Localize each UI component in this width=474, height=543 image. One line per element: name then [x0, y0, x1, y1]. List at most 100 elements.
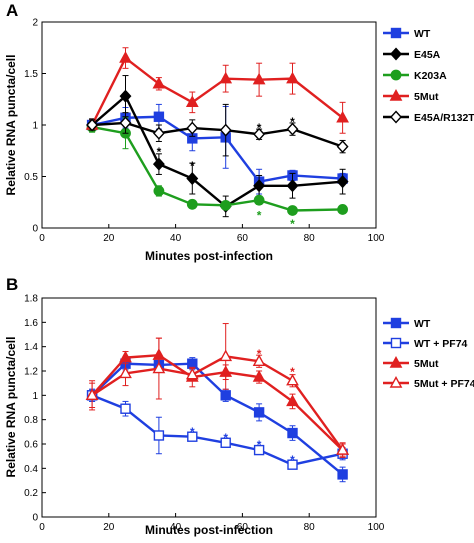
y-tick-label: 1.8 — [24, 294, 38, 305]
series-line — [91, 115, 343, 183]
legend-label: 5Mut + PF74 — [414, 378, 474, 390]
data-point — [287, 459, 298, 470]
x-axis-label: Minutes post-infection — [145, 249, 273, 263]
data-point — [253, 179, 266, 193]
data-point — [337, 469, 348, 480]
data-point — [187, 431, 198, 442]
data-point — [119, 366, 132, 379]
chart-panel-A: A 0 20 40 60 80 100 0 0.5 1 1.5 2 Minutes post-infec… — [4, 1, 474, 263]
data-point — [152, 126, 165, 140]
data-point — [286, 394, 299, 407]
data-point — [336, 175, 349, 189]
data-point — [185, 367, 199, 380]
data-point — [287, 427, 298, 439]
significance-star: * — [190, 425, 195, 439]
y-tick-label: 0 — [32, 513, 38, 524]
significance-star: * — [290, 217, 295, 231]
series-line — [92, 121, 343, 148]
data-point — [286, 122, 299, 136]
data-point — [152, 76, 166, 89]
x-tick-label: 60 — [237, 233, 249, 244]
legend-label: 5Mut — [414, 358, 439, 370]
series-5mut-pf74 — [85, 323, 349, 457]
y-tick-label: 1.4 — [24, 342, 38, 353]
significance-star: * — [290, 365, 295, 379]
plot-frame — [41, 297, 377, 518]
significance-star: * — [257, 121, 262, 135]
data-point — [286, 71, 299, 84]
data-point — [153, 185, 165, 197]
chart-panel-B: B 0 20 40 60 80 100 0 0.2 0.4 0.6 0.8 1 1.2 1.4 1.6 1.8 M… — [4, 275, 474, 537]
series-5mut — [85, 47, 349, 134]
data-point — [286, 179, 299, 193]
y-tick-label: 0.6 — [24, 440, 38, 451]
data-point — [153, 430, 165, 441]
y-tick-label: 0.2 — [24, 488, 38, 499]
series-line — [91, 355, 344, 451]
series-line — [91, 125, 343, 212]
legend-label: WT + PF74 — [414, 338, 468, 350]
data-point — [252, 72, 266, 85]
panel-label: B — [6, 275, 18, 294]
x-tick-label: 80 — [304, 522, 316, 533]
data-point — [219, 349, 233, 362]
data-point — [119, 89, 132, 103]
legend-marker — [390, 47, 402, 61]
data-point — [153, 111, 165, 122]
data-point — [220, 199, 232, 211]
x-tick-label: 20 — [103, 522, 115, 533]
data-point — [219, 123, 232, 137]
significance-star: * — [290, 115, 295, 129]
significance-star: * — [223, 431, 228, 445]
data-point — [286, 373, 299, 386]
y-tick-label: 0.8 — [24, 415, 38, 426]
legend: WT E45A K203A 5Mut E45A/R132T — [383, 27, 474, 124]
y-tick-label: 0.5 — [24, 172, 38, 183]
x-tick-label: 80 — [304, 233, 316, 244]
data-point — [119, 116, 132, 130]
data-point — [85, 388, 99, 401]
series-line — [91, 362, 344, 476]
significance-star: * — [157, 145, 162, 159]
data-point — [337, 204, 348, 215]
data-point — [152, 361, 166, 374]
data-point — [185, 95, 199, 108]
data-point — [186, 121, 199, 135]
legend-marker — [390, 27, 402, 39]
data-point — [336, 110, 349, 123]
data-point — [186, 198, 198, 210]
legend-label: WT — [414, 28, 431, 40]
significance-star: * — [290, 453, 295, 467]
panel-label: A — [6, 1, 18, 20]
significance-star: * — [190, 159, 195, 173]
data-point — [252, 354, 266, 366]
data-point — [252, 370, 266, 382]
legend-marker — [390, 317, 402, 329]
y-tick-label: 0.4 — [24, 464, 38, 475]
data-point — [220, 390, 231, 401]
data-point — [120, 403, 131, 414]
x-tick-label: 60 — [237, 522, 249, 533]
legend-marker — [389, 356, 403, 368]
y-tick-label: 1.6 — [24, 318, 38, 329]
data-point — [336, 140, 349, 154]
data-point — [219, 71, 233, 84]
series-e45a-r132t — [86, 103, 349, 157]
significance-star: * — [257, 347, 262, 361]
legend-marker — [390, 337, 402, 349]
series-wt-pf74 — [86, 388, 348, 470]
significance-star: * — [257, 209, 262, 223]
legend: WT WT + PF74 5Mut 5Mut + PF74 — [383, 317, 474, 390]
legend-label: WT — [414, 318, 431, 330]
data-point — [253, 127, 266, 141]
x-tick-label: 40 — [170, 233, 182, 244]
data-point — [186, 172, 199, 186]
legend-label: E45A/R132T — [414, 112, 474, 124]
y-tick-label: 1 — [32, 391, 38, 402]
data-point — [86, 118, 99, 132]
legend-label: K203A — [414, 70, 447, 82]
data-point — [119, 51, 132, 63]
data-point — [152, 157, 165, 171]
data-point — [253, 407, 265, 418]
